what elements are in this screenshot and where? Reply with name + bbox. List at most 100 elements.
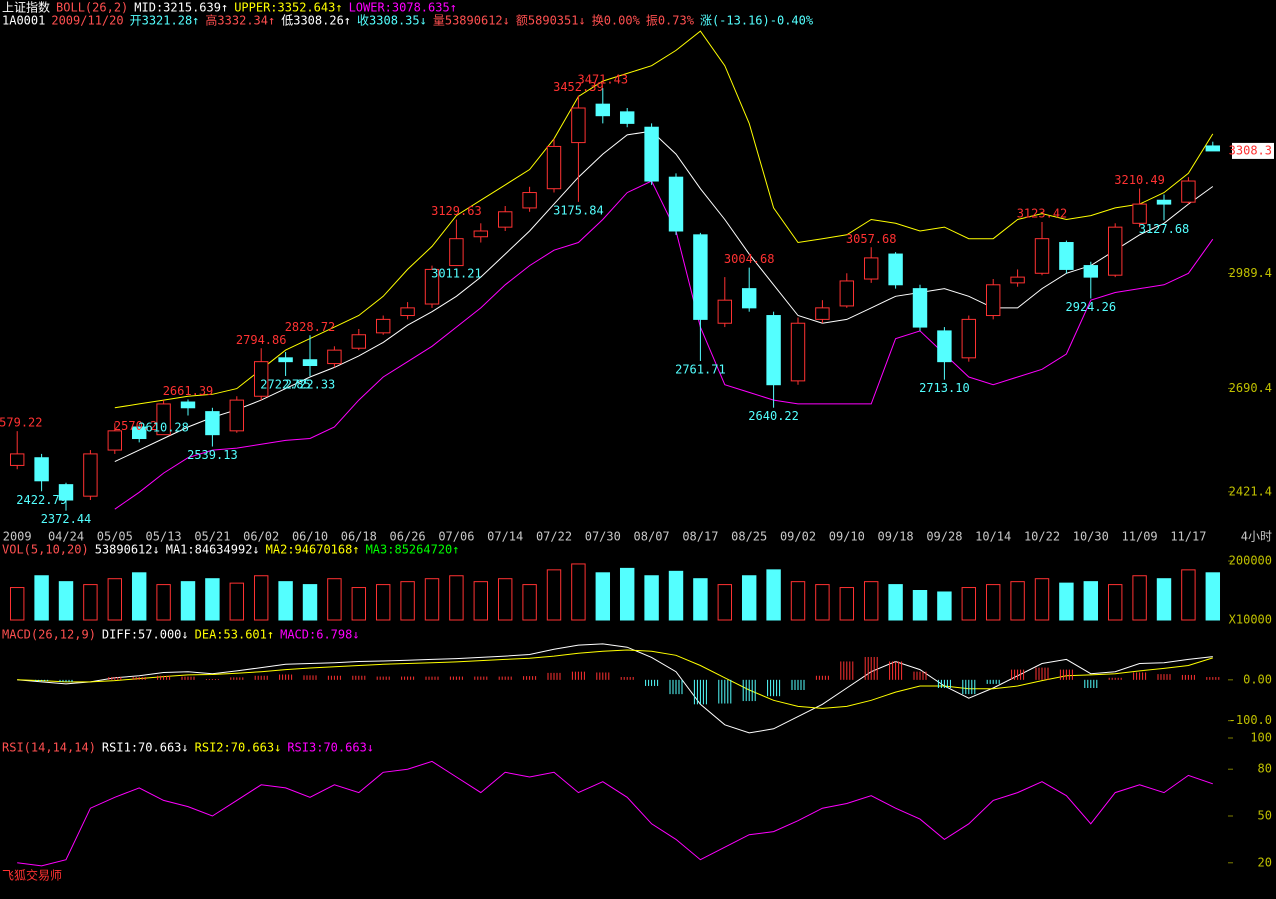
candle-body xyxy=(912,288,928,328)
candle-body xyxy=(1132,203,1147,224)
candle-body xyxy=(815,307,830,320)
volume-bar xyxy=(1181,569,1196,621)
high-label: 3452.39 xyxy=(553,80,604,94)
volume-bar xyxy=(375,584,391,621)
indicator-line xyxy=(114,180,1214,510)
volume-bar xyxy=(302,584,318,621)
candle-body xyxy=(863,257,879,280)
candle-body xyxy=(522,192,537,209)
legend-item: LOWER:3078.635↑ xyxy=(349,1,457,15)
candle-body xyxy=(1034,238,1050,274)
low-label: 2610.28 xyxy=(138,421,189,435)
legend-item: 高3332.34↑ xyxy=(205,13,275,28)
low-label: 2422.79 xyxy=(16,493,67,507)
volume-bar xyxy=(815,584,830,621)
last-price-box xyxy=(1232,142,1274,159)
legend-item: 涨(-13.16)-0.40% xyxy=(700,13,814,28)
candle-body xyxy=(34,457,49,482)
candle-body xyxy=(985,284,1001,317)
candle-body xyxy=(400,307,415,317)
high-label: 2794.86 xyxy=(236,333,287,347)
unit-label: X10000 xyxy=(1229,613,1272,627)
indicator-line xyxy=(114,130,1214,463)
volume-bar xyxy=(619,567,635,621)
x-tick-label: 10/22 xyxy=(1024,530,1060,544)
x-tick-label: 11/17 xyxy=(1170,530,1206,544)
volume-bar xyxy=(497,578,513,621)
indicator-line xyxy=(114,30,1214,409)
legend-item: MACD(26,12,9) xyxy=(2,628,96,642)
volume-bar xyxy=(644,575,659,621)
y-tick-label: 0.00 xyxy=(1243,672,1272,686)
legend-item: 2009/11/20 xyxy=(51,14,123,28)
candle-body xyxy=(717,299,733,324)
x-tick-label: 09/18 xyxy=(878,530,914,544)
volume-bar xyxy=(766,569,781,621)
x-tick-label: 10/30 xyxy=(1073,530,1109,544)
volume-bar xyxy=(351,587,367,621)
x-tick-label: 09/02 xyxy=(780,530,816,544)
high-label: 2828.72 xyxy=(285,320,336,334)
volume-bar xyxy=(449,575,464,621)
volume-bar xyxy=(693,578,708,621)
high-label: 3004.68 xyxy=(724,252,775,266)
candle-body xyxy=(619,111,635,124)
legend-item: 收3308.35↓ xyxy=(357,14,427,28)
candle-body xyxy=(595,103,611,117)
high-label: 3057.68 xyxy=(846,232,897,246)
candle-body xyxy=(839,280,855,307)
candle-body xyxy=(961,318,977,359)
x-tick-label: 06/26 xyxy=(390,530,426,544)
x-tick-label: 07/30 xyxy=(585,530,621,544)
candle-body xyxy=(449,238,464,267)
volume-bar xyxy=(229,582,245,621)
low-label: 3175.84 xyxy=(553,203,604,217)
candle-body xyxy=(473,230,489,238)
candle-body xyxy=(1010,276,1025,284)
volume-bar xyxy=(863,581,879,621)
high-label: 2570.21 xyxy=(114,419,165,433)
volume-bar xyxy=(1205,572,1221,621)
legend-item: 振0.73% xyxy=(646,14,695,28)
volume-bar xyxy=(327,578,342,621)
y-tick-label: 20 xyxy=(1258,855,1272,869)
candle-body xyxy=(693,234,708,320)
candle-body xyxy=(424,268,440,305)
x-tick-label: 05/13 xyxy=(146,530,182,544)
volume-bar xyxy=(741,575,757,621)
volume-bar xyxy=(278,581,293,621)
legend-item: 上证指数 xyxy=(2,0,50,15)
volume-bar xyxy=(1083,581,1099,621)
low-label: 2924.26 xyxy=(1066,300,1117,314)
legend-item: RSI3:70.663↓ xyxy=(287,741,374,755)
y-tick-label: 50 xyxy=(1258,809,1272,823)
volume-bar xyxy=(180,581,196,621)
high-label: 3471.43 xyxy=(578,73,629,87)
volume-bar xyxy=(253,575,269,621)
legend-item: RSI(14,14,14) xyxy=(2,741,96,755)
volume-bar xyxy=(9,587,25,621)
volume-bar xyxy=(1132,575,1147,621)
volume-bar xyxy=(131,572,147,621)
x-tick-label: 09/10 xyxy=(829,530,865,544)
volume-bar xyxy=(1034,578,1050,621)
candle-body xyxy=(83,453,98,497)
x-tick-label: 09/28 xyxy=(926,530,962,544)
candle-body xyxy=(180,401,196,409)
indicator-line xyxy=(17,643,1213,734)
candle-body xyxy=(302,359,318,367)
candle-body xyxy=(1156,199,1172,205)
volume-bar xyxy=(790,581,806,621)
volume-bar xyxy=(668,570,684,621)
volume-bar xyxy=(58,581,74,621)
x-tick-label: 08/25 xyxy=(731,530,767,544)
candle-body xyxy=(546,145,562,190)
candle-body xyxy=(229,399,245,432)
volume-bar xyxy=(839,587,855,621)
legend-item: 换0.00% xyxy=(592,14,641,28)
candle-body xyxy=(790,322,806,382)
legend-item: MACD:6.798↓ xyxy=(280,628,359,642)
y-tick-label: 200000 xyxy=(1229,554,1272,568)
x-tick-label: 04/24 xyxy=(48,530,84,544)
candle-body xyxy=(351,334,367,349)
